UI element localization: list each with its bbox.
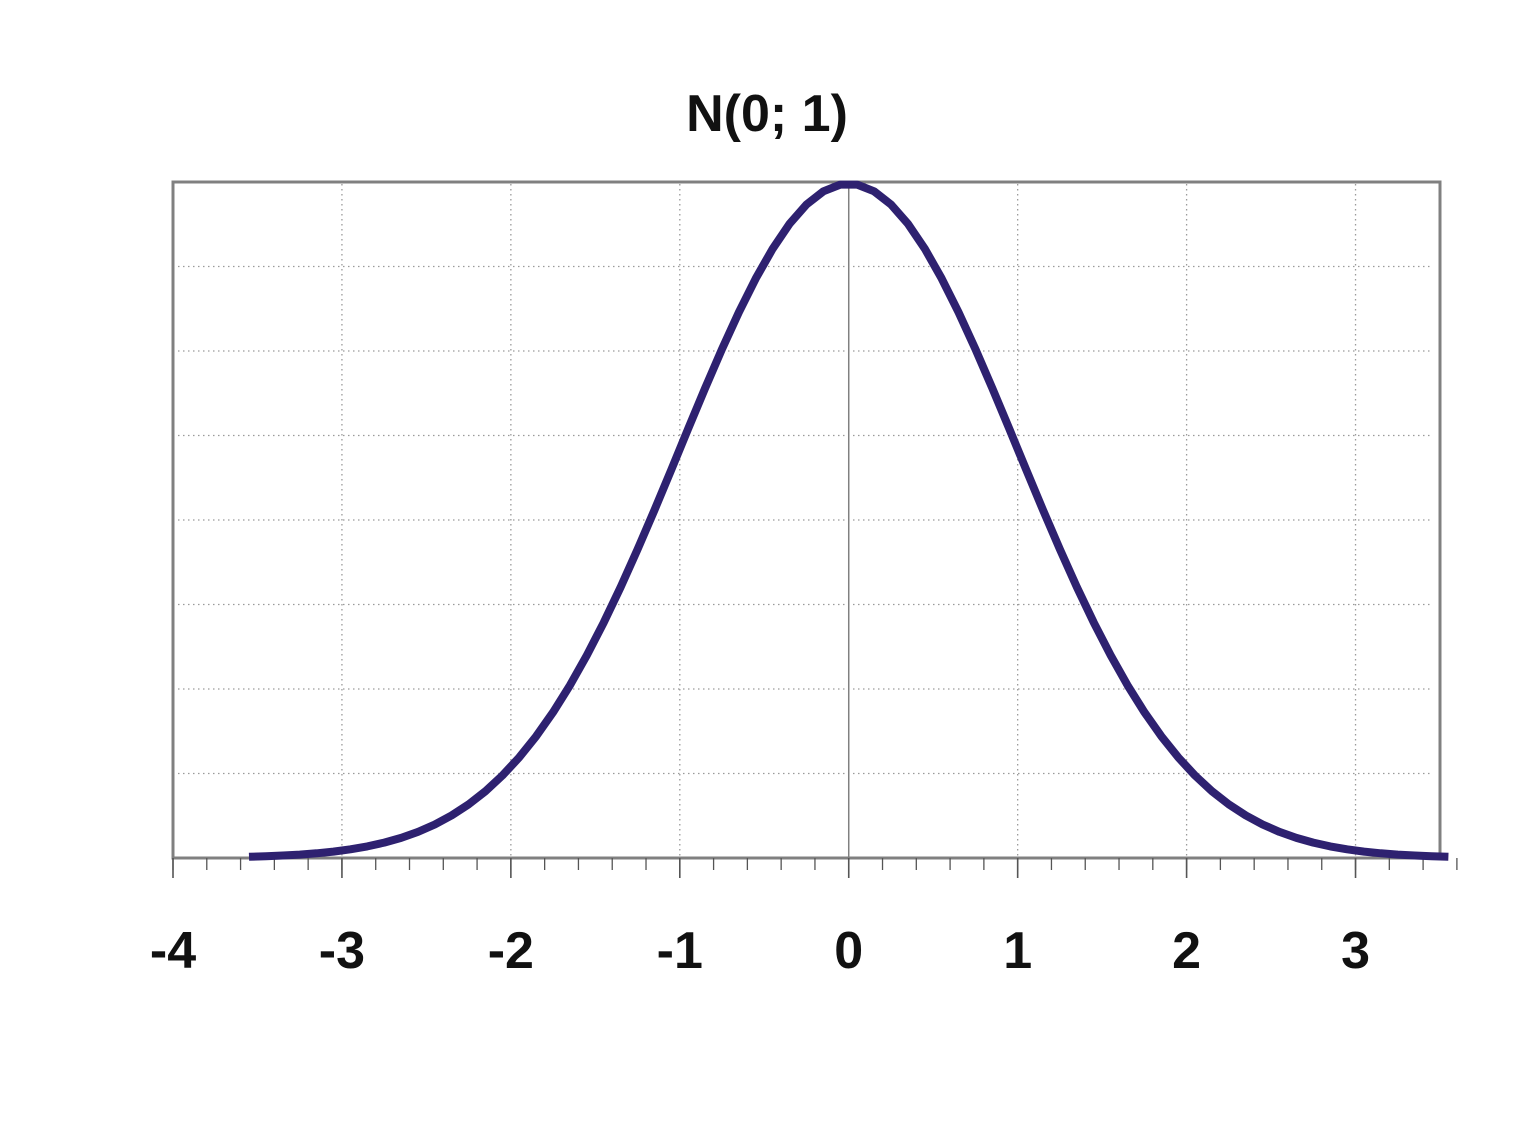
- density-curve: [248, 180, 1449, 861]
- x-tick-label: -1: [657, 922, 703, 980]
- chart-title: N(0; 1): [686, 85, 848, 143]
- x-tick-label: -3: [319, 922, 365, 980]
- x-tick-label: -2: [488, 922, 534, 980]
- x-tick-label: 0: [834, 922, 863, 980]
- plot-border: [171, 180, 1442, 860]
- series-layer: [248, 180, 1449, 861]
- x-axis: -4 -3 -2 -1 0 1 2 3: [150, 858, 1458, 980]
- x-tick-label: 2: [1172, 922, 1201, 980]
- x-tick-label: 1: [1003, 922, 1032, 980]
- plot-frame: [171, 180, 1442, 860]
- grid: [173, 181, 1430, 858]
- x-tick-label: 3: [1341, 922, 1370, 980]
- x-tick-label: -4: [150, 922, 196, 980]
